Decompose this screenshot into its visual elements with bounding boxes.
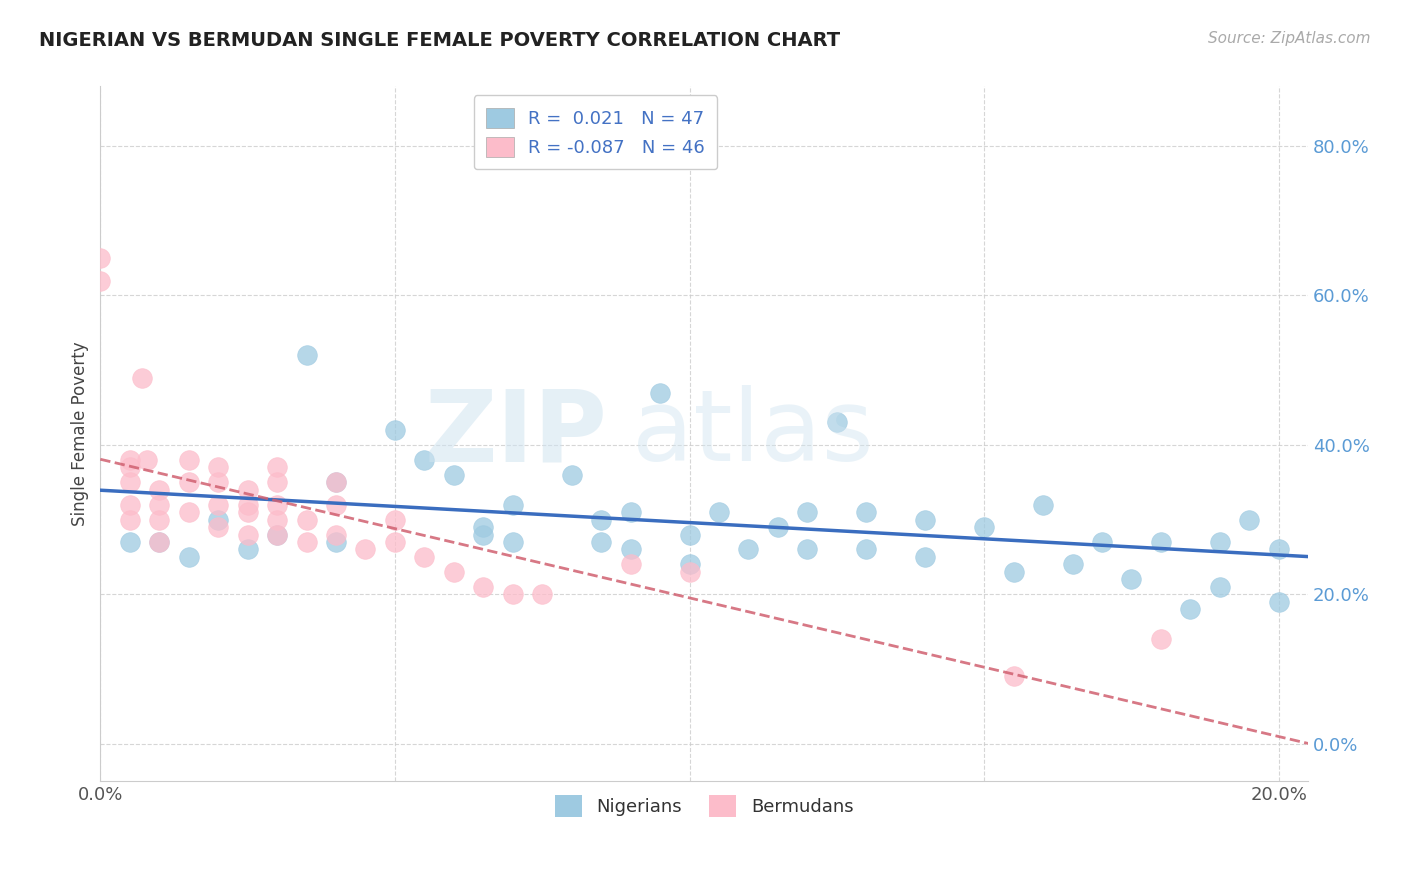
Point: [89, 251, 111, 265]
Point: [1150, 535, 1173, 549]
Point: [707, 505, 730, 519]
Point: [384, 535, 406, 549]
Point: [1209, 535, 1232, 549]
Point: [295, 512, 318, 526]
Point: [325, 535, 347, 549]
Point: [325, 475, 347, 490]
Text: NIGERIAN VS BERMUDAN SINGLE FEMALE POVERTY CORRELATION CHART: NIGERIAN VS BERMUDAN SINGLE FEMALE POVER…: [39, 31, 841, 50]
Text: Source: ZipAtlas.com: Source: ZipAtlas.com: [1208, 31, 1371, 46]
Point: [472, 520, 495, 534]
Point: [561, 467, 583, 482]
Point: [148, 483, 170, 497]
Point: [591, 512, 613, 526]
Point: [177, 452, 200, 467]
Point: [796, 542, 818, 557]
Point: [678, 527, 700, 541]
Legend: Nigerians, Bermudans: Nigerians, Bermudans: [548, 788, 860, 824]
Point: [678, 565, 700, 579]
Point: [384, 423, 406, 437]
Point: [825, 416, 848, 430]
Text: atlas: atlas: [631, 385, 873, 483]
Point: [1002, 565, 1025, 579]
Point: [591, 535, 613, 549]
Point: [89, 274, 111, 288]
Point: [325, 527, 347, 541]
Point: [236, 542, 259, 557]
Point: [1091, 535, 1114, 549]
Point: [620, 542, 643, 557]
Point: [737, 542, 759, 557]
Point: [207, 460, 229, 475]
Point: [266, 475, 288, 490]
Point: [177, 549, 200, 564]
Point: [766, 520, 789, 534]
Point: [1209, 580, 1232, 594]
Point: [325, 498, 347, 512]
Point: [118, 452, 141, 467]
Point: [295, 348, 318, 362]
Point: [1180, 602, 1202, 616]
Point: [118, 475, 141, 490]
Point: [148, 535, 170, 549]
Point: [678, 558, 700, 572]
Point: [266, 527, 288, 541]
Point: [236, 498, 259, 512]
Point: [413, 452, 436, 467]
Point: [855, 505, 877, 519]
Point: [1002, 669, 1025, 683]
Point: [620, 505, 643, 519]
Point: [1062, 558, 1084, 572]
Point: [266, 527, 288, 541]
Point: [148, 498, 170, 512]
Point: [207, 520, 229, 534]
Point: [177, 475, 200, 490]
Point: [472, 527, 495, 541]
Point: [648, 385, 671, 400]
Point: [148, 512, 170, 526]
Point: [796, 505, 818, 519]
Point: [354, 542, 377, 557]
Point: [914, 512, 936, 526]
Point: [118, 460, 141, 475]
Point: [443, 467, 465, 482]
Point: [266, 498, 288, 512]
Point: [118, 498, 141, 512]
Point: [1121, 572, 1143, 586]
Point: [502, 587, 524, 601]
Point: [413, 549, 436, 564]
Point: [1267, 595, 1289, 609]
Point: [136, 452, 159, 467]
Point: [236, 505, 259, 519]
Point: [502, 535, 524, 549]
Point: [472, 580, 495, 594]
Point: [531, 587, 554, 601]
Point: [207, 512, 229, 526]
Point: [236, 527, 259, 541]
Point: [1150, 632, 1173, 646]
Point: [443, 565, 465, 579]
Point: [148, 535, 170, 549]
Point: [177, 505, 200, 519]
Point: [620, 558, 643, 572]
Point: [1239, 512, 1261, 526]
Point: [266, 460, 288, 475]
Point: [266, 512, 288, 526]
Point: [118, 512, 141, 526]
Point: [1267, 542, 1289, 557]
Point: [118, 535, 141, 549]
Text: ZIP: ZIP: [425, 385, 607, 483]
Point: [502, 498, 524, 512]
Point: [973, 520, 995, 534]
Point: [384, 512, 406, 526]
Point: [207, 498, 229, 512]
Y-axis label: Single Female Poverty: Single Female Poverty: [72, 342, 89, 526]
Point: [207, 475, 229, 490]
Point: [131, 370, 153, 384]
Point: [236, 483, 259, 497]
Point: [914, 549, 936, 564]
Point: [295, 535, 318, 549]
Point: [1032, 498, 1054, 512]
Point: [855, 542, 877, 557]
Point: [325, 475, 347, 490]
